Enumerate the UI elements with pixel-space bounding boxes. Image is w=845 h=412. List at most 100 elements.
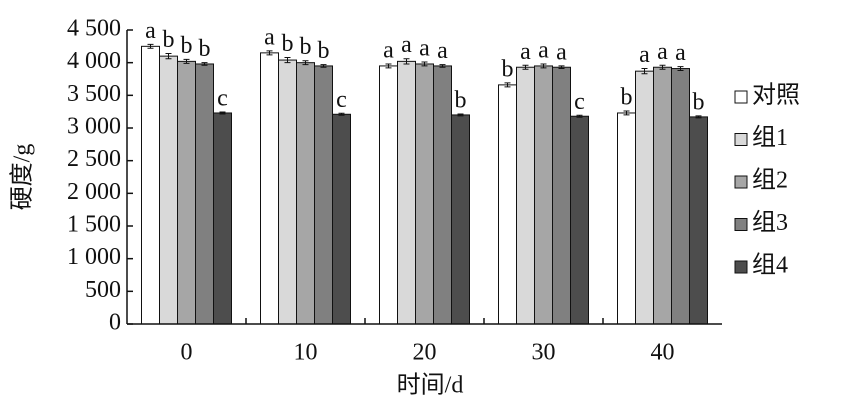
significance-letter: a bbox=[675, 40, 686, 66]
bar bbox=[195, 63, 214, 325]
significance-letter: b bbox=[300, 34, 312, 60]
y-tick-label: 4 500 bbox=[67, 16, 121, 42]
bar bbox=[653, 66, 672, 325]
bar bbox=[689, 116, 708, 325]
bar bbox=[635, 70, 654, 325]
significance-letter: a bbox=[401, 32, 412, 58]
error-bar bbox=[439, 64, 446, 68]
legend-swatch bbox=[734, 218, 748, 231]
error-bar bbox=[403, 58, 410, 65]
bar bbox=[260, 52, 279, 325]
bar bbox=[379, 65, 398, 325]
significance-letter: a bbox=[437, 38, 448, 64]
x-tick-label: 30 bbox=[532, 340, 556, 366]
significance-letter: b bbox=[181, 33, 193, 59]
y-tick-label: 500 bbox=[85, 277, 121, 303]
error-bar bbox=[165, 53, 172, 60]
significance-letter: a bbox=[639, 42, 650, 68]
error-bar bbox=[540, 63, 547, 69]
significance-letter: a bbox=[264, 24, 275, 50]
bar bbox=[314, 65, 333, 325]
y-tick-label: 2 000 bbox=[67, 179, 121, 205]
bar bbox=[415, 63, 434, 325]
legend-swatch bbox=[734, 260, 748, 274]
y-tick-label: 1 500 bbox=[67, 212, 121, 238]
bar bbox=[278, 59, 297, 325]
error-bar bbox=[522, 64, 529, 70]
significance-letter: b bbox=[455, 87, 467, 113]
bar bbox=[451, 114, 470, 325]
significance-letter: b bbox=[318, 38, 330, 64]
significance-letter: a bbox=[538, 37, 549, 63]
significance-letter: b bbox=[693, 89, 705, 115]
error-bar bbox=[284, 56, 291, 64]
error-bar bbox=[219, 111, 226, 115]
error-bar bbox=[677, 66, 684, 72]
legend-label: 对照 bbox=[752, 82, 800, 109]
significance-letter: b bbox=[163, 27, 175, 53]
error-bar bbox=[338, 112, 345, 116]
y-tick-label: 3 000 bbox=[67, 114, 121, 140]
significance-letter: b bbox=[502, 56, 514, 82]
error-bar bbox=[504, 82, 511, 88]
legend-label: 组1 bbox=[752, 124, 788, 151]
bar bbox=[177, 60, 196, 325]
significance-letter: c bbox=[217, 85, 228, 111]
error-bar bbox=[183, 58, 190, 64]
error-bar bbox=[558, 65, 565, 70]
legend-label: 组3 bbox=[752, 209, 788, 236]
y-tick-label: 1 000 bbox=[67, 244, 121, 270]
error-bar bbox=[457, 113, 464, 117]
x-axis-label: 时间/d bbox=[397, 372, 464, 399]
legend-label: 组2 bbox=[752, 167, 788, 194]
error-bar bbox=[659, 64, 666, 70]
x-tick-label: 0 bbox=[181, 340, 193, 366]
bar bbox=[159, 55, 178, 325]
x-tick-label: 20 bbox=[413, 340, 437, 366]
bar bbox=[213, 112, 232, 325]
significance-letter: a bbox=[419, 36, 430, 62]
error-bar bbox=[302, 60, 309, 66]
significance-letter: a bbox=[520, 39, 531, 65]
legend-swatch bbox=[734, 133, 748, 146]
bar bbox=[141, 45, 160, 325]
bar bbox=[552, 66, 571, 325]
x-tick-label: 40 bbox=[651, 340, 675, 366]
legend-label: 组4 bbox=[752, 252, 788, 279]
error-bar bbox=[641, 68, 648, 75]
significance-letter: c bbox=[336, 87, 347, 113]
error-bar bbox=[623, 110, 630, 116]
bar bbox=[296, 62, 315, 325]
significance-letter: a bbox=[383, 37, 394, 63]
bar bbox=[332, 113, 351, 325]
legend-swatch bbox=[734, 90, 748, 104]
significance-letter: c bbox=[574, 89, 585, 115]
bar bbox=[397, 60, 416, 325]
error-bar bbox=[201, 62, 208, 66]
error-bar bbox=[147, 43, 154, 49]
y-tick-label: 3 500 bbox=[67, 81, 121, 107]
y-tick-label: 2 500 bbox=[67, 146, 121, 172]
bar bbox=[433, 65, 452, 325]
bar bbox=[516, 66, 535, 325]
bar bbox=[534, 65, 553, 325]
legend-swatch bbox=[734, 175, 748, 189]
significance-letter: a bbox=[657, 39, 668, 65]
bar bbox=[617, 112, 636, 325]
y-tick-label: 4 000 bbox=[67, 48, 121, 74]
error-bar bbox=[695, 115, 702, 119]
x-tick-label: 10 bbox=[294, 340, 318, 366]
significance-letter: b bbox=[621, 85, 633, 111]
bar bbox=[498, 84, 517, 325]
significance-letter: a bbox=[556, 39, 567, 65]
bar bbox=[570, 115, 589, 325]
y-tick-label: 0 bbox=[109, 310, 121, 336]
error-bar bbox=[421, 61, 428, 67]
bar bbox=[671, 68, 690, 325]
significance-letter: a bbox=[145, 18, 156, 44]
error-bar bbox=[385, 63, 392, 69]
significance-letter: b bbox=[282, 31, 294, 57]
error-bar bbox=[320, 64, 327, 68]
error-bar bbox=[576, 114, 583, 118]
